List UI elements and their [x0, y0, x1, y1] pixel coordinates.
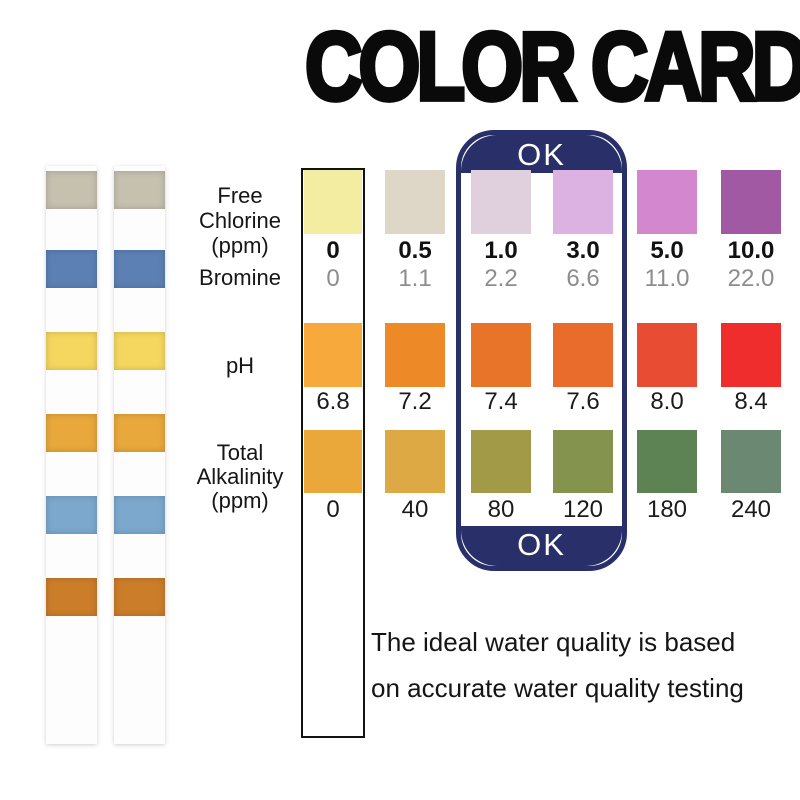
bromine-value: 0: [326, 265, 340, 292]
strip-pad-3: [114, 332, 165, 370]
total-alkalinity-value: 120: [562, 496, 604, 523]
free-chlorine-swatch: [471, 170, 531, 234]
strip-pad-2: [114, 250, 165, 288]
page-title: COLOR CARD: [303, 11, 800, 123]
total-alkalinity-swatch: [721, 430, 781, 493]
bromine-value: 1.1: [398, 265, 432, 292]
total-alkalinity-label-line: (ppm): [211, 488, 269, 513]
ok-badge-bottom-label: OK: [461, 526, 622, 566]
free-chlorine-swatch: [721, 170, 781, 234]
free-chlorine-swatch: [637, 170, 697, 234]
ok-badge-top-label: OK: [461, 135, 622, 173]
total-alkalinity-swatch: [637, 430, 697, 493]
ph-value: 7.2: [398, 388, 432, 415]
strip-pad-2: [46, 250, 97, 288]
free-chlorine-value: 0: [326, 237, 340, 264]
ph-row-label: pH: [168, 353, 312, 378]
bromine-value: 22.0: [727, 265, 775, 292]
total-alkalinity-swatch: [471, 430, 531, 493]
bromine-label-line: Bromine: [199, 265, 281, 290]
strip-pad-4: [46, 414, 97, 452]
total-alkalinity-row-label: Total Alkalinity (ppm): [168, 441, 312, 513]
total-alkalinity-swatch: [385, 430, 445, 493]
ph-swatch: [637, 323, 697, 387]
free-chlorine-swatch: [553, 170, 613, 234]
bromine-value: 6.6: [566, 265, 600, 292]
strip-pad-1: [46, 171, 97, 209]
total-alkalinity-swatch: [304, 430, 362, 493]
ph-swatch: [304, 323, 362, 387]
total-alkalinity-value: 40: [401, 496, 429, 523]
total-alkalinity-value: 0: [326, 496, 340, 523]
ph-swatch: [385, 323, 445, 387]
total-alkalinity-value: 240: [730, 496, 772, 523]
strip-pad-3: [46, 332, 97, 370]
free-chlorine-value: 0.5: [398, 237, 432, 264]
ph-label-line: pH: [225, 353, 255, 378]
ph-swatch: [553, 323, 613, 387]
total-alkalinity-value: 180: [646, 496, 688, 523]
free-chlorine-value: 1.0: [484, 237, 518, 264]
free-chlorine-value: 3.0: [566, 237, 600, 264]
free-chlorine-label-line: (ppm): [211, 233, 269, 258]
ph-value: 7.6: [566, 388, 600, 415]
ph-value: 8.0: [650, 388, 684, 415]
bromine-value: 2.2: [484, 265, 518, 292]
ph-swatch: [721, 323, 781, 387]
total-alkalinity-label-line: Total: [216, 440, 264, 465]
test-strip-2: [114, 166, 165, 744]
free-chlorine-value: 10.0: [727, 237, 775, 264]
bromine-row-label: Bromine: [168, 265, 312, 290]
total-alkalinity-label-line: Alkalinity: [196, 464, 284, 489]
free-chlorine-swatch: [385, 170, 445, 234]
ph-value: 8.4: [734, 388, 768, 415]
footer-text-line-1: The ideal water quality is based: [371, 627, 736, 657]
strip-pad-5: [46, 496, 97, 534]
ph-value: 7.4: [484, 388, 518, 415]
free-chlorine-value: 5.0: [650, 237, 684, 264]
free-chlorine-label-line: Free: [217, 183, 263, 208]
strip-pad-6: [114, 578, 165, 616]
total-alkalinity-swatch: [553, 430, 613, 493]
ph-value: 6.8: [316, 388, 350, 415]
strip-pad-1: [114, 171, 165, 209]
free-chlorine-swatch: [304, 170, 362, 234]
strip-pad-6: [46, 578, 97, 616]
ph-swatch: [471, 323, 531, 387]
footer-text-line-2: on accurate water quality testing: [371, 673, 744, 703]
strip-pad-4: [114, 414, 165, 452]
strip-pad-5: [114, 496, 165, 534]
free-chlorine-row-label: Free Chlorine (ppm): [168, 183, 312, 258]
total-alkalinity-value: 80: [487, 496, 515, 523]
test-strip-1: [46, 166, 97, 744]
bromine-value: 11.0: [644, 265, 690, 292]
free-chlorine-label-line: Chlorine: [199, 208, 281, 233]
